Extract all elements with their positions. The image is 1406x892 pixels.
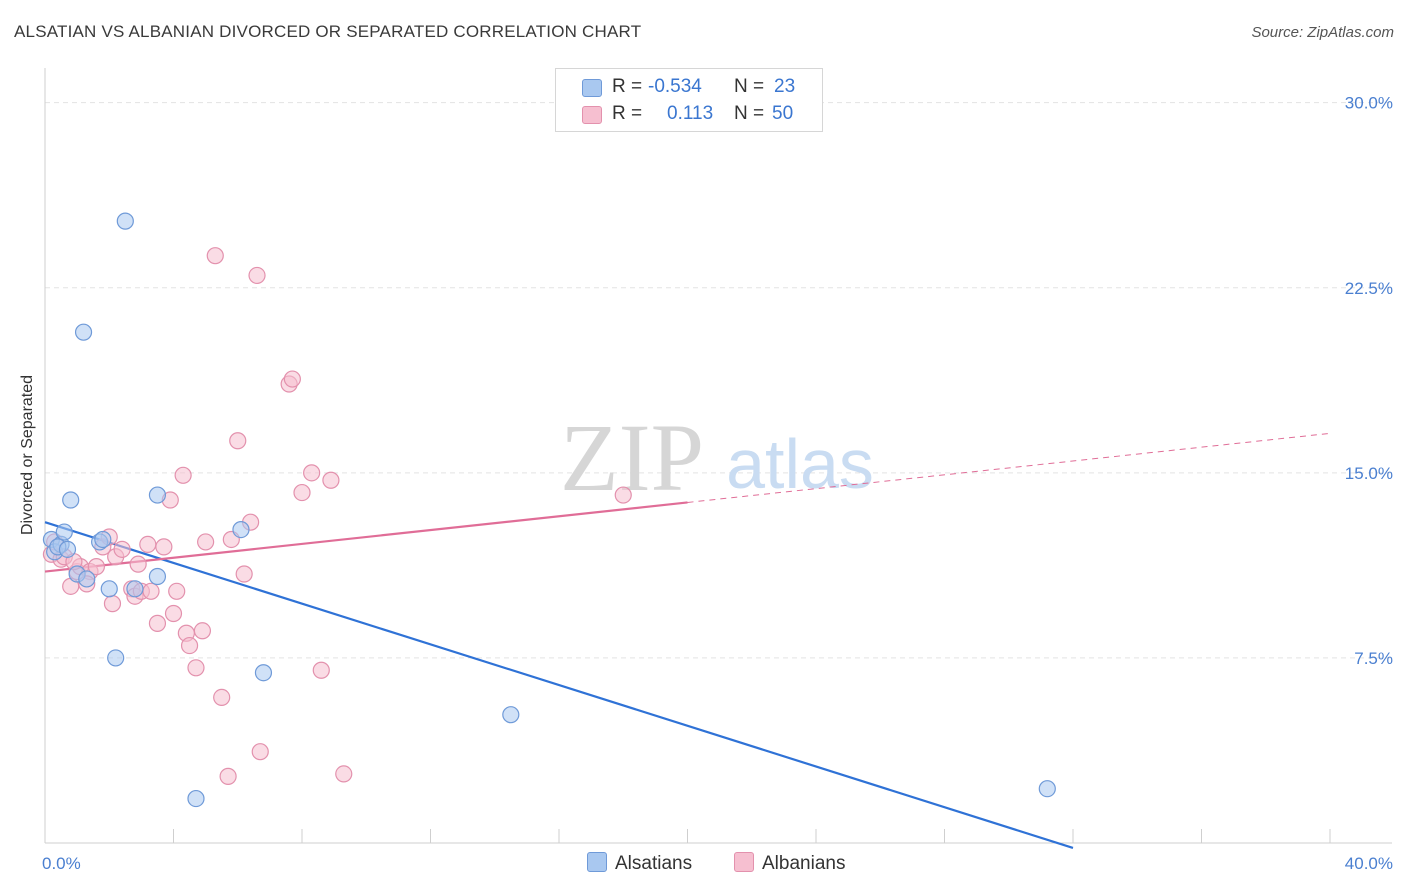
legend-swatch-alsatians: [582, 79, 602, 97]
alsatian-point: [187, 789, 205, 808]
albanian-point: [229, 432, 247, 450]
albanian-point: [293, 483, 311, 502]
legend-row-alsatians: R = -0.534 N = 23: [556, 76, 822, 100]
albanian-point: [87, 558, 106, 576]
albanian-point: [113, 540, 131, 558]
alsatian-point: [1038, 780, 1056, 798]
x-tick-label: 0.0%: [42, 854, 81, 873]
legend-row-albanians: R = 0.113 N = 50: [556, 103, 822, 127]
legend-r-value: 0.113: [667, 103, 714, 124]
alsatian-point: [107, 649, 125, 667]
alsatians-label: Alsatians: [615, 853, 693, 874]
y-tick-label: 30.0%: [1345, 94, 1393, 113]
alsatian-point: [55, 523, 73, 541]
correlation-legend: R = -0.534 N = 23 R = 0.113 N = 50: [555, 68, 823, 132]
albanian-point: [335, 765, 353, 783]
albanian-point: [251, 743, 269, 761]
albanian-point: [180, 636, 199, 655]
y-tick-label: 15.0%: [1345, 464, 1393, 483]
x-tick-label: 40.0%: [1345, 854, 1393, 873]
watermark-zip: ZIP: [560, 404, 704, 511]
albanians-trend-line: [44, 501, 688, 573]
legend-item-alsatians: Alsatians: [587, 852, 692, 875]
alsatian-point: [58, 540, 77, 558]
axes: [44, 68, 1392, 844]
legend-swatch-albanians: [582, 106, 602, 124]
albanian-point: [139, 535, 157, 554]
alsatian-point: [232, 520, 250, 539]
alsatians-trend-line: [44, 521, 1074, 849]
albanian-point: [235, 565, 253, 583]
alsatian-point: [62, 491, 80, 509]
watermark-atlas: atlas: [726, 425, 874, 503]
alsatian-point: [74, 323, 93, 341]
tick-labels: 7.5% 15.0% 22.5% 30.0% 0.0% 40.0%: [42, 94, 1393, 873]
source-label: Source: ZipAtlas.com: [1251, 24, 1394, 41]
albanian-point: [322, 471, 340, 489]
albanian-point: [164, 604, 183, 623]
albanians-swatch: [734, 852, 754, 872]
chart-title: ALSATIAN VS ALBANIAN DIVORCED OR SEPARAT…: [14, 22, 642, 41]
albanians-label: Albanians: [762, 853, 846, 874]
albanian-point: [303, 464, 321, 482]
alsatian-point: [116, 212, 134, 230]
albanian-point: [142, 582, 160, 600]
watermark: ZIP atlas: [560, 404, 874, 511]
legend-r-label: R =: [612, 76, 643, 97]
albanian-point: [197, 533, 215, 551]
trend-lines: [44, 432, 1331, 849]
alsatian-point: [502, 706, 520, 724]
albanian-point: [174, 466, 192, 484]
alsatian-point: [148, 567, 167, 586]
legend-n-label: N =: [734, 76, 765, 97]
alsatians-swatch: [587, 852, 607, 872]
albanian-point: [283, 370, 301, 388]
albanian-point: [129, 555, 147, 573]
alsatian-point: [148, 486, 167, 504]
legend-n-value: 23: [774, 76, 796, 97]
albanian-point: [148, 614, 167, 632]
albanian-point: [614, 486, 632, 504]
albanian-point: [103, 595, 122, 613]
legend-n-value: 50: [772, 103, 794, 124]
legend-r-value: -0.534: [648, 76, 702, 97]
y-tick-label: 22.5%: [1345, 279, 1393, 298]
albanian-point: [168, 582, 186, 600]
albanian-point: [213, 688, 231, 707]
albanian-point: [206, 247, 224, 265]
albanian-point: [219, 767, 237, 785]
data-points: [42, 212, 1056, 808]
legend-n-label: N =: [734, 103, 765, 124]
legend-r-label: R =: [612, 103, 643, 124]
alsatian-point: [78, 570, 96, 588]
albanian-point: [312, 661, 330, 679]
alsatian-point: [100, 580, 118, 598]
albanian-point: [248, 266, 266, 285]
albanian-point: [155, 538, 173, 556]
albanians-trend-line-extension: [687, 432, 1331, 503]
albanian-point: [187, 659, 205, 677]
legend-item-albanians: Albanians: [734, 852, 845, 875]
alsatian-point: [126, 580, 144, 598]
alsatian-point: [254, 664, 273, 682]
y-tick-label: 7.5%: [1354, 649, 1393, 668]
alsatian-point: [94, 530, 112, 549]
albanian-point: [193, 622, 212, 640]
